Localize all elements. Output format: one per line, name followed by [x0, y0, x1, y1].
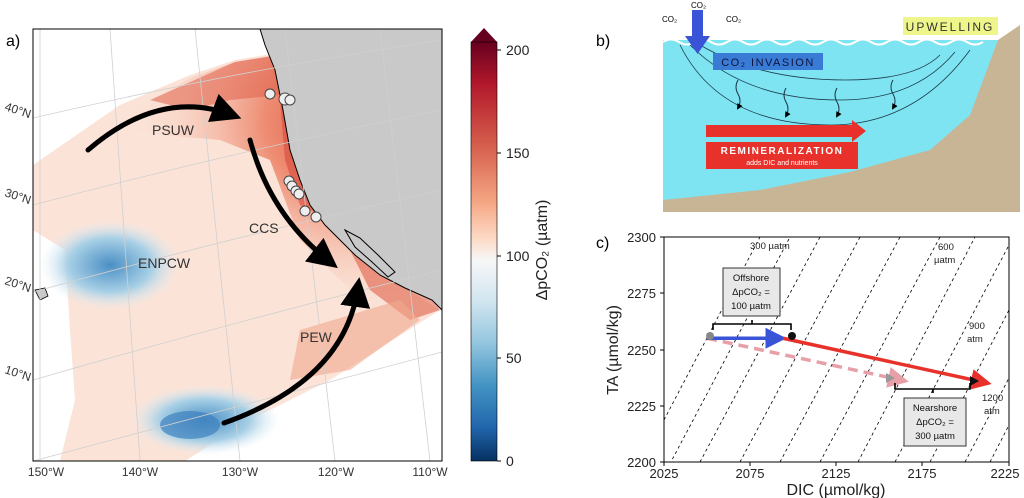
colorbar: 200 150 100 50 0 ΔpCO₂ (µatm) — [470, 28, 551, 469]
longitude-labels: 150°W 140°W 130°W 120°W 110°W — [28, 465, 448, 479]
latitude-labels: 40°N 30°N 20°N 10°N — [3, 100, 33, 385]
remineralization-arrow — [706, 120, 866, 142]
blue-patch-south-core — [160, 411, 220, 439]
isoline-label-600: 600 — [938, 242, 954, 253]
isoline-labels: 300 µatm 600 µatm 900 atm 1200 atm — [750, 241, 1003, 417]
lon-label-150w: 150°W — [28, 465, 65, 479]
offshore-box-line3: 100 µatm — [731, 301, 771, 312]
x-axis-ticks: 2025 2075 2125 2175 2225 — [650, 462, 1020, 481]
arrow-ccs — [247, 137, 338, 269]
lon-label-120w: 120°W — [318, 465, 355, 479]
region-label-ccs: CCS — [249, 220, 279, 236]
region-label-pew: PEW — [300, 329, 333, 345]
colorbar-title: ΔpCO₂ (µatm) — [534, 200, 551, 301]
nearshore-box-line2: ΔpCO₂ = — [916, 417, 954, 428]
isoline-label-300: 300 µatm — [750, 241, 790, 252]
start-point — [706, 332, 714, 340]
schematic: CO₂ CO₂ CO₂ UPWELLING CO₂ INVASION REMIN… — [662, 1, 1020, 212]
offshore-box-line2: ΔpCO₂ = — [732, 287, 770, 298]
lat-label-20n: 20°N — [3, 274, 33, 296]
arrow-pew — [221, 277, 371, 426]
co2-invasion-label: CO₂ INVASION — [721, 57, 815, 69]
x-tick-2175: 2175 — [908, 466, 937, 481]
remineralization-box — [706, 142, 858, 169]
x-tick-2125: 2125 — [822, 466, 851, 481]
colorbar-ticks: 200 150 100 50 0 — [497, 42, 530, 469]
cb-tick-50: 50 — [506, 350, 522, 366]
offshore-box-line1: Offshore — [733, 273, 769, 284]
lat-label-10n: 10°N — [3, 363, 33, 385]
nearshore-box-line1: Nearshore — [913, 403, 957, 414]
co2-label-center: CO₂ — [691, 1, 706, 10]
isoline-label-1200: 1200 — [982, 393, 1003, 404]
colorbar-top-cap — [471, 28, 497, 42]
co2-label-left: CO₂ — [662, 15, 677, 24]
offshore-point — [788, 332, 796, 340]
y-tick-2300: 2300 — [627, 230, 656, 245]
alternate-path-arrow — [706, 336, 909, 388]
y-tick-2225: 2225 — [627, 399, 656, 414]
blue-patch-west — [40, 220, 180, 310]
lat-label-30n: 30°N — [3, 186, 33, 208]
cb-tick-200: 200 — [506, 42, 530, 58]
series-layer — [706, 327, 992, 390]
x-tick-2225: 2225 — [991, 466, 1020, 481]
colorbar-gradient — [470, 41, 498, 462]
land-north-america — [259, 29, 442, 311]
nearshore-box-line3: 300 µatm — [915, 431, 955, 442]
cb-tick-100: 100 — [506, 248, 530, 264]
region-label-enpcw: ENPCW — [138, 255, 191, 271]
nearshore-alt-point — [886, 373, 895, 383]
x-tick-2075: 2075 — [736, 466, 765, 481]
y-tick-2275: 2275 — [627, 286, 656, 301]
offshore-bracket — [712, 320, 792, 330]
upwelling-label: UPWELLING — [906, 20, 995, 34]
offshore-box — [722, 267, 781, 317]
map: PSUW CCS ENPCW PEW — [33, 29, 442, 461]
circulation-arrows — [85, 93, 371, 426]
arrow-psuw — [85, 93, 242, 153]
lon-label-110w: 110°W — [412, 465, 448, 479]
panel-c-label: c) — [596, 235, 609, 252]
nearshore-point — [970, 376, 979, 386]
sea-surface-waves — [662, 38, 984, 46]
x-axis-label: DIC (µmol/kg) — [787, 482, 886, 498]
x-tick-2025: 2025 — [650, 466, 679, 481]
isoline-label-600-unit: µatm — [934, 255, 955, 266]
seafloor — [663, 25, 1020, 212]
lon-label-140w: 140°W — [122, 465, 159, 479]
remineralization-subtitle: adds DIC and nutrients — [746, 160, 818, 167]
isoline-label-900-unit: atm — [967, 334, 983, 345]
map-frame — [32, 28, 443, 462]
y-tick-2200: 2200 — [627, 455, 656, 470]
land-baja-california — [343, 228, 396, 278]
remineralization-label: REMINERALIZATION — [721, 146, 844, 157]
upwelling-box — [903, 17, 998, 35]
sinking-particle-arrows — [735, 79, 898, 118]
observation-markers — [264, 88, 322, 223]
red-northern-band — [150, 52, 295, 110]
panel-a-label: a) — [6, 33, 20, 50]
lat-label-40n: 40°N — [3, 100, 33, 122]
nearshore-box — [903, 397, 967, 447]
land-hawaii — [34, 287, 49, 301]
nearshore-bracket — [894, 383, 971, 393]
nearshore-arrow — [782, 336, 992, 390]
isoline-label-900: 900 — [969, 321, 985, 332]
co2-invasion-box — [713, 53, 823, 70]
y-tick-2250: 2250 — [627, 343, 656, 358]
co2-flux-arrow — [685, 10, 710, 54]
ta-dic-chart: 300 µatm 600 µatm 900 atm 1200 atm Offsh… — [605, 230, 1019, 498]
co2-label-right: CO₂ — [726, 15, 741, 24]
y-axis-label: TA (µmol/kg) — [605, 305, 622, 395]
region-label-psuw: PSUW — [152, 122, 195, 138]
cb-tick-150: 150 — [506, 145, 530, 161]
panel-b-label: b) — [596, 33, 610, 50]
lon-label-130w: 130°W — [222, 465, 259, 479]
y-axis-ticks: 2200 2225 2250 2275 2300 — [627, 230, 664, 470]
cb-tick-0: 0 — [506, 453, 514, 469]
isoline-label-1200-unit: atm — [984, 406, 1000, 417]
